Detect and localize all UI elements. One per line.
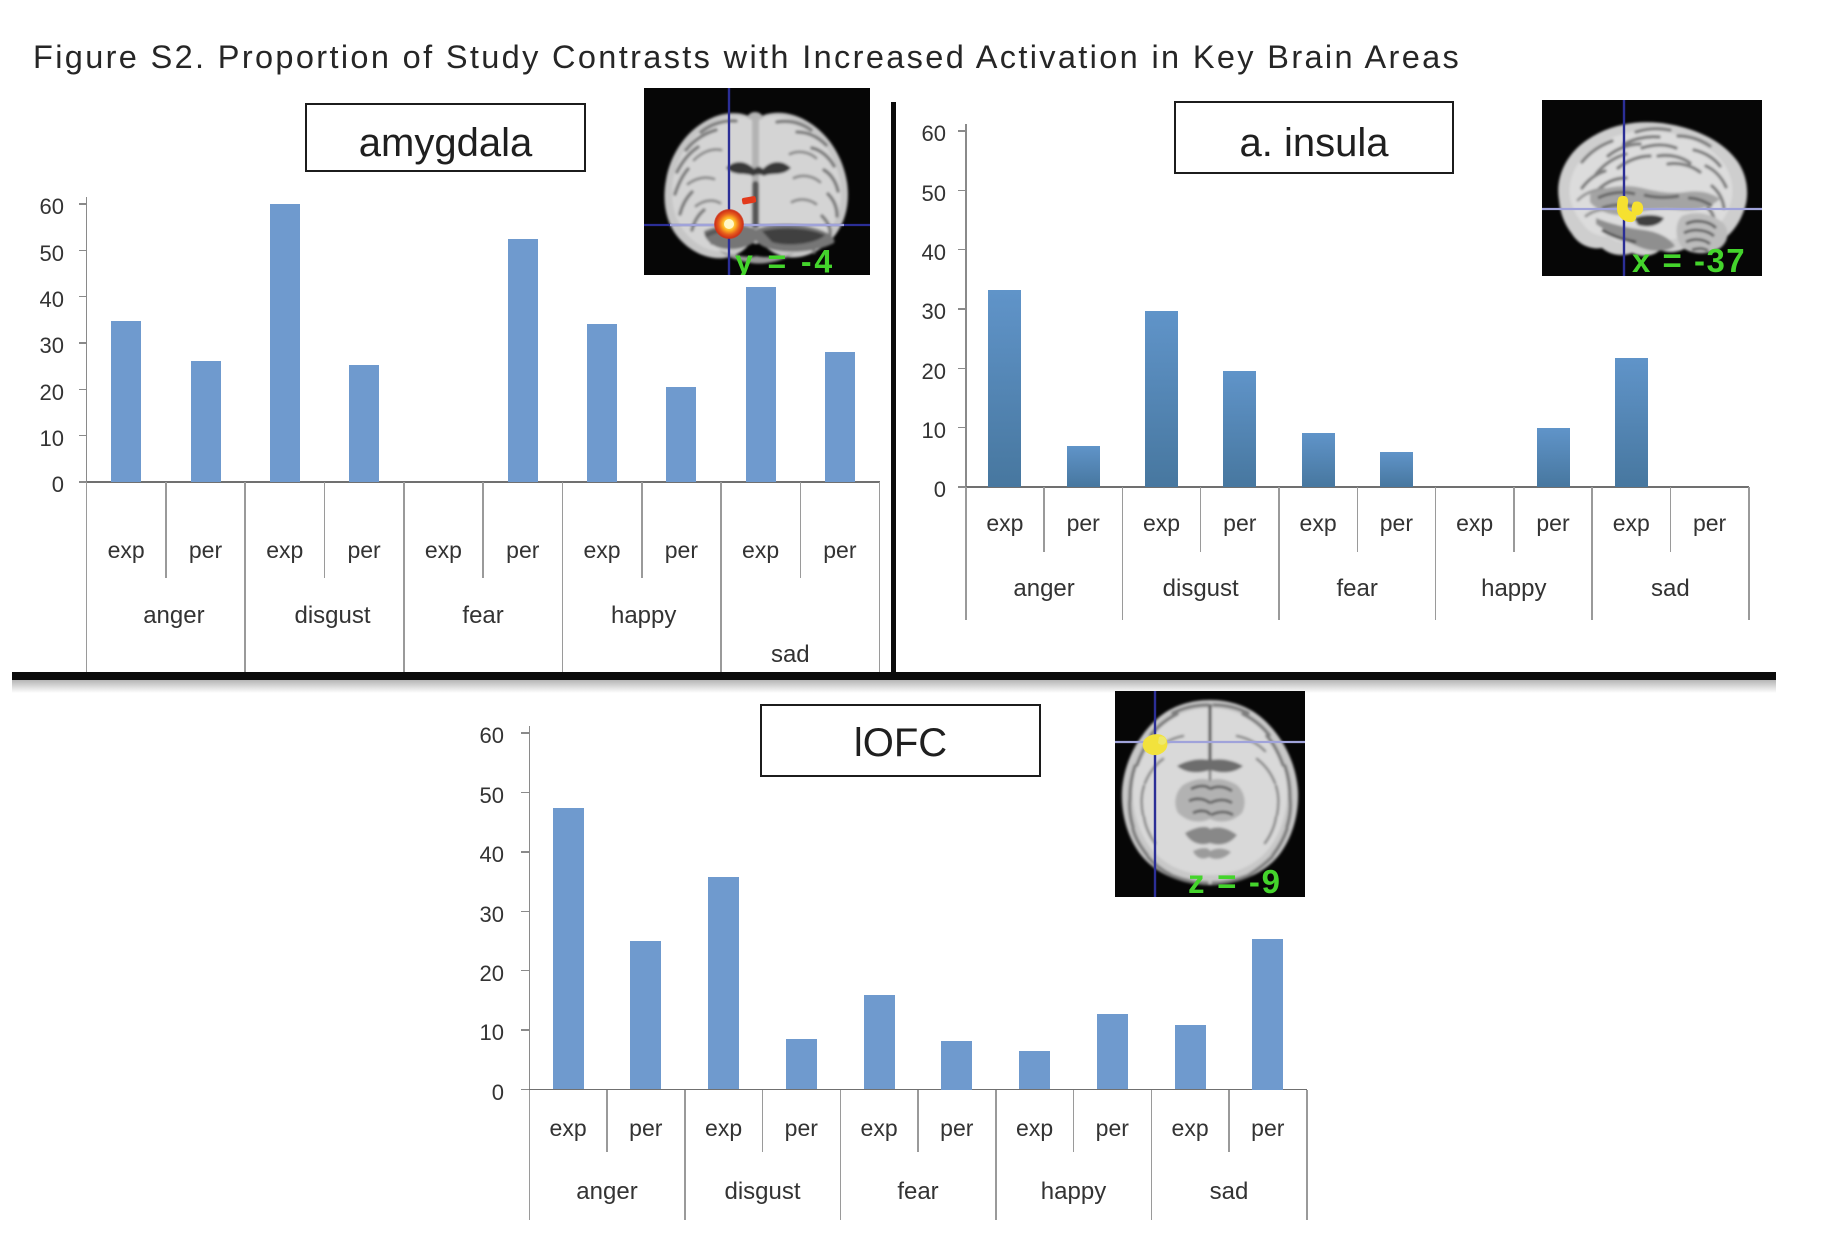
- svg-text:z = -9: z = -9: [1188, 863, 1282, 897]
- svg-text:x = -37: x = -37: [1632, 242, 1746, 276]
- svg-text:y = -4: y = -4: [735, 244, 835, 276]
